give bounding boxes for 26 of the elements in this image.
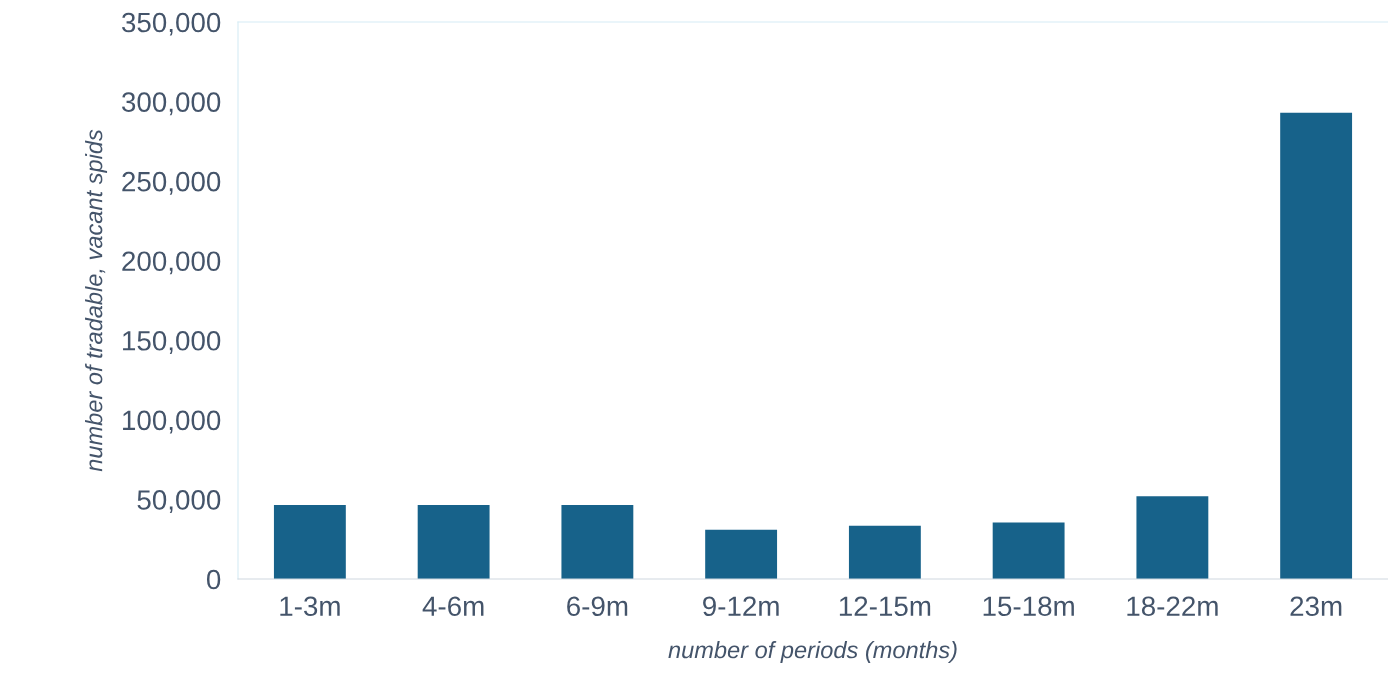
y-tick-label: 250,000 [122, 171, 221, 195]
y-tick-label: 350,000 [121, 12, 221, 36]
y-tick-label: 300,000 [121, 92, 221, 116]
bar [1136, 496, 1209, 579]
y-tick-label: 200,000 [122, 251, 221, 275]
y-tick-label: 150,000 [123, 330, 221, 354]
bar [417, 505, 490, 579]
bar [848, 525, 921, 579]
bar [273, 505, 346, 579]
x-tick-label: 4-6m [422, 596, 484, 617]
x-tick-label: 15-18m [983, 596, 1074, 617]
bar [1280, 112, 1353, 579]
x-tick-label: 23m [1290, 596, 1342, 617]
y-tick-label: 100,000 [123, 410, 221, 434]
y-axis-title: number of tradable, vacant spids [85, 129, 108, 472]
bar [705, 529, 778, 579]
x-tick-label: 18-22m [1127, 596, 1218, 617]
bar [992, 522, 1065, 579]
x-tick-label: 1-3m [280, 596, 340, 617]
x-tick-label: 9-12m [703, 596, 779, 617]
x-tick-label: 12-15m [839, 596, 931, 617]
y-tick-label: 0 [206, 569, 221, 590]
x-axis-title: number of periods (months) [668, 641, 957, 664]
bar [561, 505, 634, 579]
x-tick-label: 6-9m [567, 596, 628, 617]
y-tick-label: 50,000 [137, 490, 221, 514]
